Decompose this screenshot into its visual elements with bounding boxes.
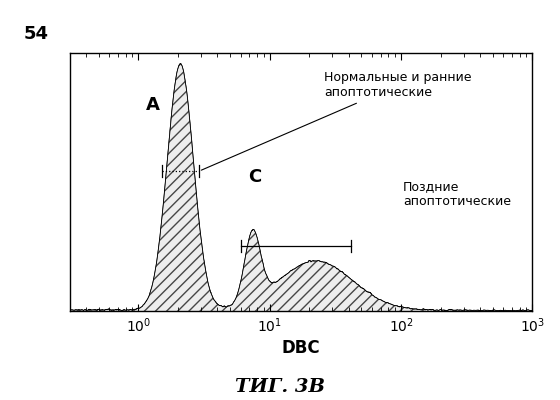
Text: A: A xyxy=(146,96,160,114)
X-axis label: DBC: DBC xyxy=(282,339,320,357)
Text: 54: 54 xyxy=(24,25,48,43)
Text: Нормальные и ранние
апоптотические: Нормальные и ранние апоптотические xyxy=(201,71,472,170)
Text: Поздние
апоптотические: Поздние апоптотические xyxy=(403,180,511,208)
Text: ΤИГ. 3В: ΤИГ. 3В xyxy=(235,378,325,396)
Text: C: C xyxy=(248,168,262,186)
